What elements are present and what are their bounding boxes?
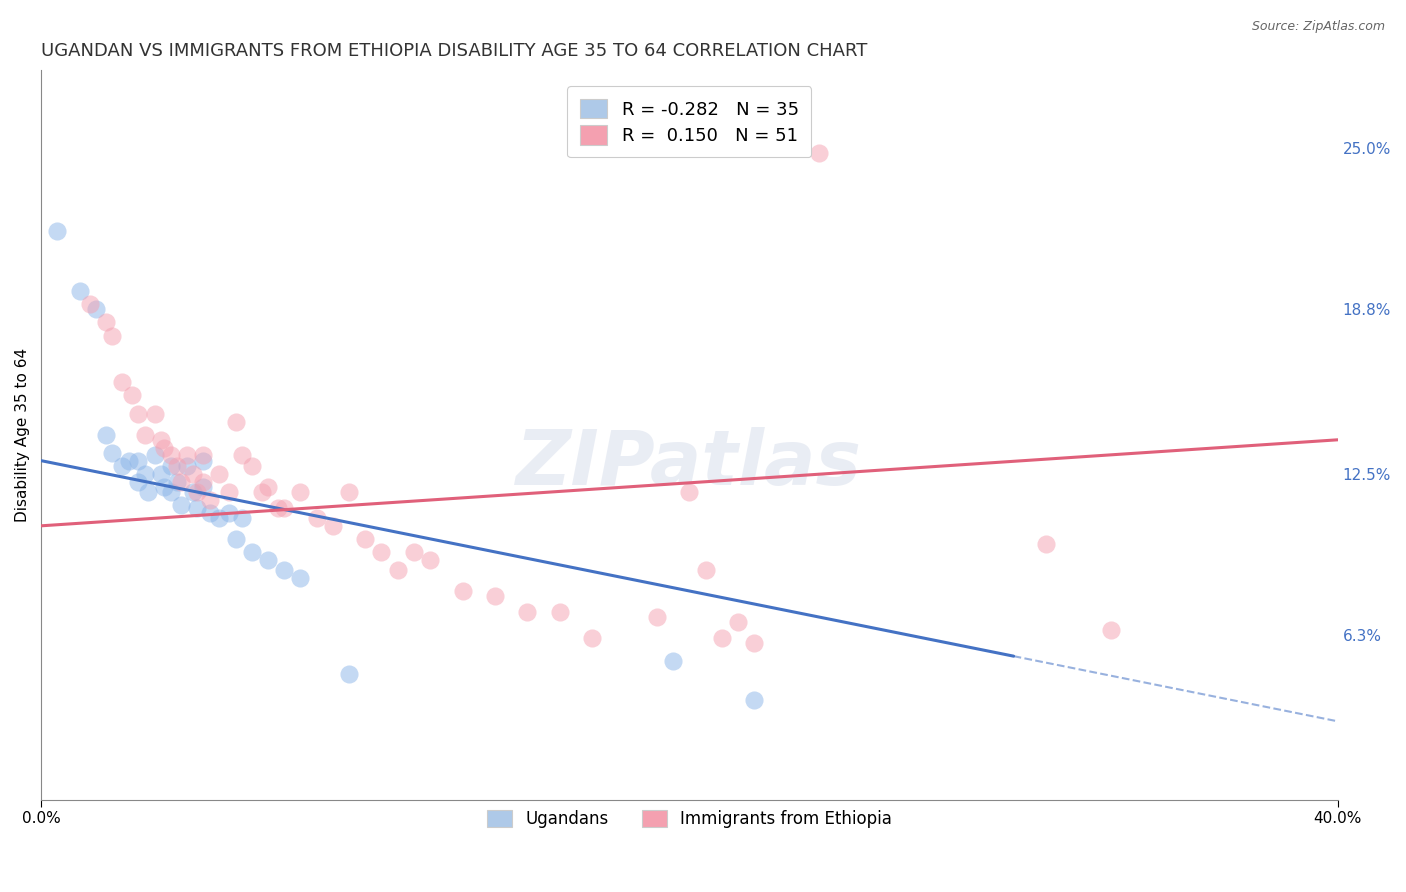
Point	[290, 484, 312, 499]
Point	[273, 500, 295, 515]
Point	[101, 328, 124, 343]
Point	[451, 584, 474, 599]
Point	[166, 475, 188, 489]
Point	[419, 552, 441, 566]
Point	[484, 589, 506, 603]
Point	[117, 453, 139, 467]
Point	[150, 433, 173, 447]
Point	[548, 605, 571, 619]
Point	[645, 610, 668, 624]
Point	[193, 449, 215, 463]
Point	[273, 563, 295, 577]
Point	[402, 545, 425, 559]
Point	[159, 484, 181, 499]
Point	[305, 511, 328, 525]
Legend: Ugandans, Immigrants from Ethiopia: Ugandans, Immigrants from Ethiopia	[481, 804, 898, 835]
Point	[111, 376, 134, 390]
Point	[678, 484, 700, 499]
Text: ZIPatlas: ZIPatlas	[516, 426, 862, 500]
Point	[370, 545, 392, 559]
Text: UGANDAN VS IMMIGRANTS FROM ETHIOPIA DISABILITY AGE 35 TO 64 CORRELATION CHART: UGANDAN VS IMMIGRANTS FROM ETHIOPIA DISA…	[41, 42, 868, 60]
Point	[710, 631, 733, 645]
Point	[240, 458, 263, 473]
Point	[337, 484, 360, 499]
Point	[153, 441, 176, 455]
Point	[267, 500, 290, 515]
Point	[337, 667, 360, 681]
Point	[231, 449, 253, 463]
Point	[742, 636, 765, 650]
Point	[127, 453, 149, 467]
Point	[150, 467, 173, 481]
Point	[176, 458, 198, 473]
Point	[808, 146, 831, 161]
Point	[240, 545, 263, 559]
Point	[143, 407, 166, 421]
Point	[101, 446, 124, 460]
Point	[127, 475, 149, 489]
Point	[198, 506, 221, 520]
Point	[218, 506, 240, 520]
Point	[742, 693, 765, 707]
Point	[153, 480, 176, 494]
Point	[127, 407, 149, 421]
Point	[1099, 623, 1122, 637]
Point	[134, 427, 156, 442]
Point	[225, 532, 247, 546]
Point	[166, 458, 188, 473]
Point	[176, 449, 198, 463]
Point	[231, 511, 253, 525]
Point	[257, 552, 280, 566]
Point	[193, 480, 215, 494]
Point	[136, 484, 159, 499]
Point	[208, 467, 231, 481]
Point	[1035, 537, 1057, 551]
Point	[322, 518, 344, 533]
Point	[159, 449, 181, 463]
Point	[218, 484, 240, 499]
Point	[69, 284, 91, 298]
Point	[121, 388, 143, 402]
Point	[193, 475, 215, 489]
Point	[290, 571, 312, 585]
Point	[727, 615, 749, 630]
Point	[208, 511, 231, 525]
Point	[198, 492, 221, 507]
Point	[516, 605, 538, 619]
Point	[387, 563, 409, 577]
Point	[183, 484, 205, 499]
Point	[94, 427, 117, 442]
Point	[257, 480, 280, 494]
Point	[662, 654, 685, 668]
Text: Source: ZipAtlas.com: Source: ZipAtlas.com	[1251, 20, 1385, 33]
Point	[186, 484, 208, 499]
Point	[94, 316, 117, 330]
Point	[354, 532, 377, 546]
Point	[46, 224, 69, 238]
Point	[250, 484, 273, 499]
Point	[84, 302, 107, 317]
Y-axis label: Disability Age 35 to 64: Disability Age 35 to 64	[15, 348, 30, 522]
Point	[581, 631, 603, 645]
Point	[169, 498, 191, 512]
Point	[169, 475, 191, 489]
Point	[159, 458, 181, 473]
Point	[183, 467, 205, 481]
Point	[134, 467, 156, 481]
Point	[111, 458, 134, 473]
Point	[143, 449, 166, 463]
Point	[193, 453, 215, 467]
Point	[695, 563, 717, 577]
Point	[79, 297, 101, 311]
Point	[225, 415, 247, 429]
Point	[186, 500, 208, 515]
